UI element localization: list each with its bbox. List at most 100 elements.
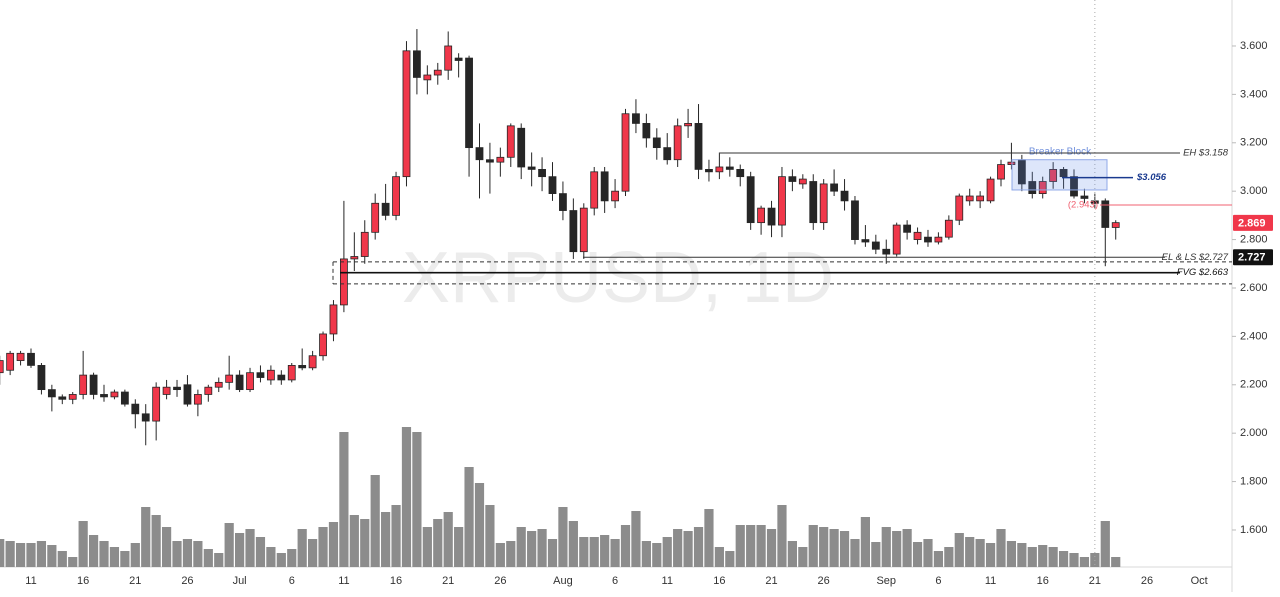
volume-bar: [902, 529, 912, 567]
volume-bar: [214, 553, 224, 567]
volume-bar: [443, 512, 453, 567]
candle-body: [433, 69, 442, 76]
candle-body: [819, 183, 828, 224]
x-tick-label: Oct: [1191, 575, 1208, 587]
candle-body: [663, 147, 672, 161]
volume-bar: [860, 517, 870, 567]
level-label: EH $3.158: [1183, 147, 1229, 158]
volume-bar: [568, 521, 578, 567]
candle-body: [767, 207, 776, 226]
candle-body: [579, 207, 588, 253]
volume-bar: [693, 527, 704, 567]
candle-body: [465, 57, 473, 149]
volume-bar: [287, 549, 297, 567]
volume-bar: [391, 505, 401, 567]
candle-body: [235, 374, 244, 391]
volume-bar: [57, 551, 67, 567]
candle-body: [319, 333, 327, 357]
volume-bar: [1069, 553, 1079, 567]
volume-bar: [318, 527, 328, 567]
candle-body: [475, 147, 484, 161]
candle-body: [559, 193, 567, 211]
volume-bar: [610, 539, 620, 567]
candle-body: [413, 50, 421, 78]
volume-bar: [203, 549, 213, 567]
x-tick-label: 16: [390, 575, 402, 587]
candle-body: [632, 113, 640, 124]
candle-body: [809, 181, 818, 224]
x-tick-label: 21: [129, 575, 141, 587]
candle-body: [225, 374, 234, 383]
volume-bar: [47, 545, 57, 567]
volume-bar: [620, 525, 631, 567]
volume-bar: [235, 533, 245, 567]
volume-bar: [36, 541, 47, 567]
candle-body: [204, 386, 213, 395]
volume-bar: [506, 541, 516, 567]
candle-body: [652, 137, 661, 149]
candle-body: [298, 365, 307, 369]
candle-body: [548, 176, 557, 194]
candle-body: [79, 374, 88, 395]
candle-body: [173, 386, 181, 391]
volume-bar: [641, 541, 651, 567]
x-tick-label: Aug: [553, 575, 573, 587]
y-tick-label: 2.200: [1240, 379, 1268, 391]
candle-body: [861, 239, 870, 243]
y-tick-label: 3.200: [1240, 137, 1268, 149]
volume-bar: [892, 531, 902, 567]
candle-body: [496, 156, 505, 163]
volume-bar: [662, 537, 672, 567]
volume-bar: [1027, 547, 1037, 567]
level-label: EL & LS $2.727: [1162, 252, 1229, 263]
volume-bar: [68, 557, 78, 567]
volume-bar: [15, 543, 26, 567]
volume-bar: [495, 543, 505, 567]
x-tick-label: 26: [494, 575, 506, 587]
volume-bar: [1038, 545, 1048, 567]
candle-body: [141, 413, 150, 422]
candle-body: [1070, 176, 1078, 197]
volume-bar: [652, 543, 662, 567]
volume-bar: [1058, 551, 1069, 567]
candle-body: [339, 258, 348, 306]
volume-bar: [766, 529, 777, 567]
y-tick-label: 2.600: [1240, 282, 1268, 294]
volume-bar: [912, 542, 923, 567]
volume-bar: [537, 529, 547, 567]
volume-bar: [1100, 521, 1110, 567]
candle-body: [1038, 181, 1047, 194]
candle-body: [214, 381, 223, 388]
volume-bar: [172, 541, 182, 567]
volume-bar: [985, 543, 996, 567]
x-tick-label: 6: [289, 575, 295, 587]
x-tick-label: 16: [77, 575, 89, 587]
candle-body: [997, 164, 1005, 180]
volume-bar: [422, 527, 432, 567]
candle-body: [746, 176, 755, 224]
volume-bar: [99, 541, 109, 567]
volume-bar: [923, 539, 933, 567]
candle-body: [360, 231, 369, 257]
volume-bar: [151, 515, 161, 567]
volume-bar: [454, 527, 464, 567]
volume-bar: [193, 541, 203, 567]
candle-body: [371, 202, 380, 233]
y-tick-label: 2.000: [1240, 427, 1268, 439]
candle-body: [0, 360, 4, 374]
x-tick-label: 11: [338, 575, 349, 587]
candle-body: [924, 236, 932, 243]
candle-body: [600, 171, 609, 202]
volume-bar: [120, 551, 130, 567]
candle-body: [642, 123, 651, 139]
volume-bar: [141, 507, 151, 567]
candle-body: [715, 166, 724, 173]
candle-body: [444, 45, 453, 71]
candle-body: [1059, 168, 1068, 178]
candle-body: [590, 171, 599, 209]
candle-body: [673, 125, 682, 161]
candle-body: [965, 195, 974, 202]
volume-bar: [777, 505, 787, 567]
volume-bar: [26, 543, 36, 567]
